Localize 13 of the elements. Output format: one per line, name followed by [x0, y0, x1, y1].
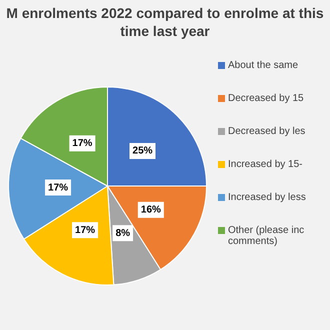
- data-label: 17%: [48, 182, 68, 194]
- legend-label: Decreased by les: [228, 126, 306, 137]
- data-label: 17%: [75, 224, 96, 236]
- legend-label: About the same: [228, 60, 298, 71]
- data-label: 25%: [132, 146, 153, 157]
- data-label: 16%: [140, 204, 161, 216]
- legend-label: Increased by 15-: [228, 159, 302, 170]
- chart-title: M enrolments 2022 compared to enrolme at this time last year: [5, 4, 325, 40]
- data-label: 8%: [116, 228, 130, 239]
- legend-label: Other (please inc comments): [228, 225, 306, 247]
- data-label: 17%: [72, 138, 92, 150]
- legend-label: Decreased by 15: [228, 93, 304, 104]
- legend-label: Increased by less: [228, 192, 306, 203]
